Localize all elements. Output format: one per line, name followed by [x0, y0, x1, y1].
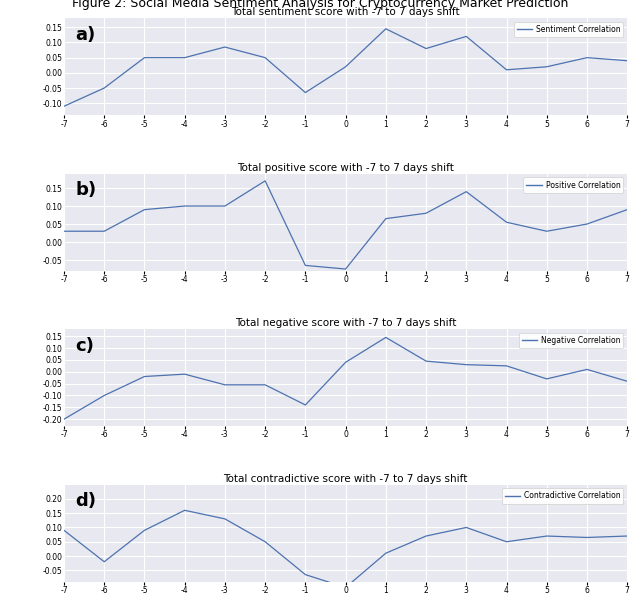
Legend: Negative Correlation: Negative Correlation — [518, 333, 623, 348]
Legend: Contradictive Correlation: Contradictive Correlation — [502, 488, 623, 504]
Legend: Sentiment Correlation: Sentiment Correlation — [513, 22, 623, 37]
Text: Figure 2: Social Media Sentiment Analysis for Cryptocurrency Market Prediction: Figure 2: Social Media Sentiment Analysi… — [72, 0, 568, 10]
Title: Total negative score with -7 to 7 days shift: Total negative score with -7 to 7 days s… — [235, 318, 456, 328]
Title: Total sentiment score with -7 to 7 days shift: Total sentiment score with -7 to 7 days … — [231, 7, 460, 18]
Text: d): d) — [76, 492, 96, 510]
Title: Total positive score with -7 to 7 days shift: Total positive score with -7 to 7 days s… — [237, 163, 454, 173]
Text: c): c) — [76, 337, 94, 355]
Text: a): a) — [76, 26, 95, 44]
Text: b): b) — [76, 181, 97, 199]
Legend: Positive Correlation: Positive Correlation — [524, 178, 623, 193]
Title: Total contradictive score with -7 to 7 days shift: Total contradictive score with -7 to 7 d… — [223, 474, 468, 484]
